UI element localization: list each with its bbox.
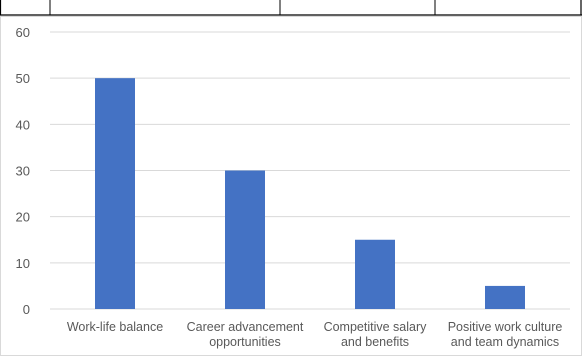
bar	[95, 78, 135, 309]
x-category-label: Positive work culture and team dynamics	[448, 320, 563, 349]
gridlines	[50, 31, 570, 310]
y-tick-label: 40	[16, 117, 30, 132]
y-axis-tick-labels: 0 10 20 30 40 50 60	[16, 25, 30, 317]
bar	[355, 239, 395, 309]
x-category-label: Career advancement opportunities	[187, 320, 304, 349]
y-tick-label: 10	[16, 256, 30, 271]
bar	[225, 170, 265, 309]
x-category-label: Work-life balance	[67, 320, 163, 334]
x-axis-category-labels: Work-life balance Career advancement oppor…	[67, 320, 563, 349]
bar-chart: 0 10 20 30 40 50 60 Work-life balance Career ad…	[0, 16, 582, 356]
x-category-label: Competitive salary and benefits	[324, 320, 428, 349]
y-tick-label: 50	[16, 71, 30, 86]
y-tick-label: 60	[16, 25, 30, 40]
y-tick-label: 0	[23, 302, 30, 317]
table-border-strip	[0, 0, 582, 16]
y-tick-label: 20	[16, 210, 30, 225]
bars	[95, 78, 525, 309]
y-tick-label: 30	[16, 164, 30, 179]
bar	[485, 285, 525, 309]
